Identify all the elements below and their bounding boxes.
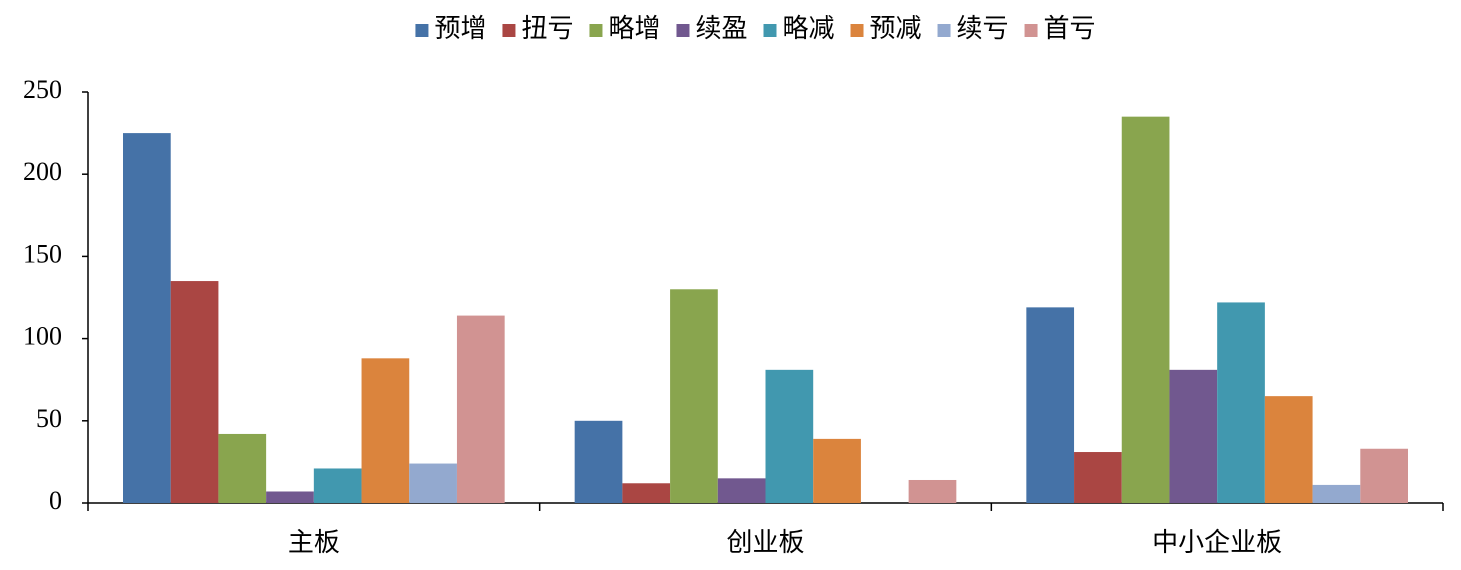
legend-label: 续盈 <box>695 14 747 43</box>
bar <box>218 433 267 503</box>
bar <box>717 478 766 503</box>
x-tick-label: 中小企业板 <box>1152 528 1282 557</box>
y-tick-label: 200 <box>23 157 62 186</box>
legend-swatch <box>589 24 603 37</box>
y-tick-label: 50 <box>36 404 62 433</box>
bar <box>313 468 362 503</box>
legend-label: 续亏 <box>957 14 1009 43</box>
bar <box>1264 396 1313 503</box>
bar <box>1360 448 1408 503</box>
y-tick-label: 100 <box>23 322 62 351</box>
x-tick-label: 创业板 <box>726 528 804 557</box>
legend-swatch <box>502 24 516 37</box>
legend-swatch <box>415 24 429 37</box>
bar <box>1121 116 1170 503</box>
bar <box>670 289 718 503</box>
legend-label: 首亏 <box>1044 14 1096 43</box>
bar <box>266 491 314 503</box>
bar <box>765 369 814 503</box>
legend-swatch <box>676 24 690 37</box>
bar <box>1026 307 1075 503</box>
bar <box>574 420 623 503</box>
legend-swatch <box>763 24 777 37</box>
legend-label: 预减 <box>870 14 922 43</box>
legend-label: 略增 <box>608 14 660 43</box>
y-tick-label: 0 <box>49 486 62 515</box>
legend-label: 略减 <box>783 14 835 43</box>
legend-swatch <box>1024 24 1038 37</box>
bar <box>1217 302 1265 503</box>
bar <box>1074 452 1122 503</box>
y-tick-label: 250 <box>23 75 62 104</box>
bar <box>361 358 410 503</box>
bar <box>1312 484 1361 503</box>
bar <box>456 315 505 503</box>
bar <box>622 483 671 503</box>
bar <box>123 133 171 503</box>
bar <box>1169 369 1218 503</box>
legend-label: 预增 <box>434 14 486 43</box>
x-tick-label: 主板 <box>288 528 340 557</box>
bar <box>908 479 957 503</box>
legend-swatch <box>937 24 951 37</box>
y-tick-label: 150 <box>23 239 62 268</box>
legend-label: 扭亏 <box>521 14 573 43</box>
bar <box>813 438 861 503</box>
legend-swatch <box>850 24 864 37</box>
bar <box>409 463 457 503</box>
bar <box>170 281 219 503</box>
